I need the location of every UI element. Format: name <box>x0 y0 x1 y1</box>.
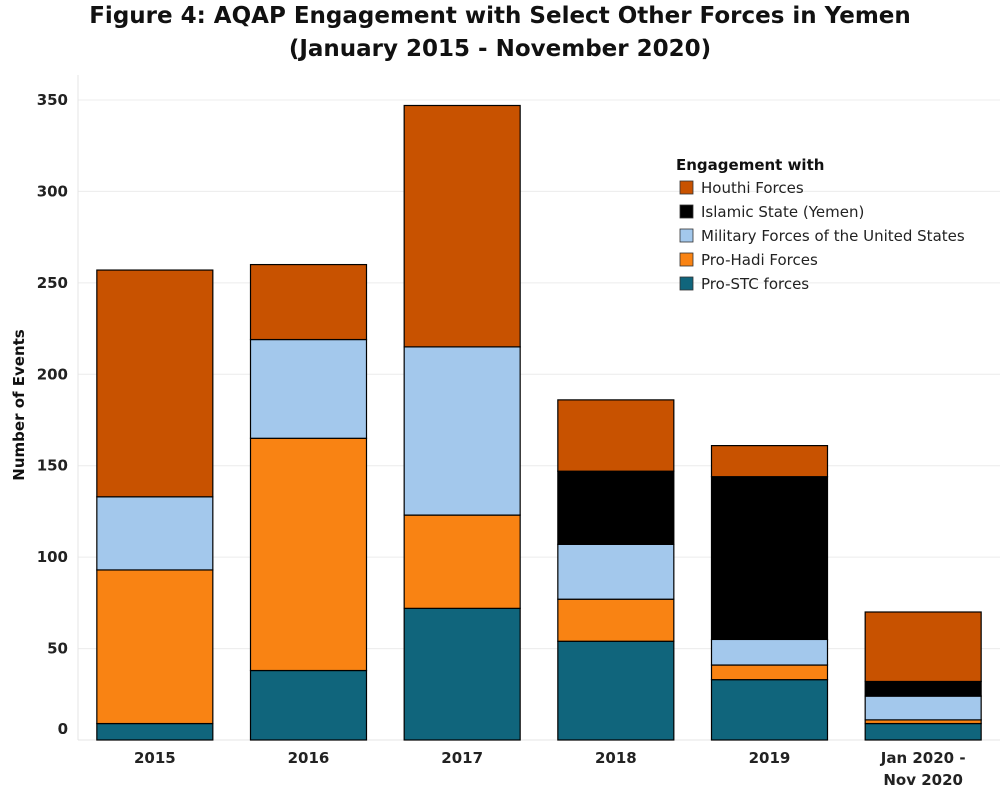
bar-segment <box>710 476 829 641</box>
y-tick-label: 150 <box>37 457 68 475</box>
bar-segment <box>96 722 214 741</box>
x-tick-label: 2016 <box>288 749 330 767</box>
bar-segment <box>403 514 521 609</box>
bar-segment <box>249 263 368 341</box>
chart-title-main: Figure 4: AQAP Engagement with Select Ot… <box>89 3 911 29</box>
bar-segment <box>249 338 368 439</box>
bar-segment <box>249 669 368 741</box>
y-tick-label: 250 <box>37 274 68 292</box>
bar-segment <box>96 569 214 725</box>
y-axis-label: Number of Events <box>10 329 28 480</box>
x-tick-label: Jan 2020 - <box>880 749 966 767</box>
bar-segment <box>864 695 982 721</box>
x-tick-label: 2019 <box>749 749 791 767</box>
bar-segment <box>710 445 829 478</box>
bar-segment <box>557 640 675 741</box>
x-tick-label: 2015 <box>134 749 176 767</box>
chart-title: Figure 4: AQAP Engagement with Select Ot… <box>0 0 1000 66</box>
legend-label: Military Forces of the United States <box>701 227 965 245</box>
chart-subtitle: (January 2015 - November 2020) <box>288 36 712 62</box>
y-tick-label: 50 <box>47 640 68 658</box>
bar-segment <box>403 607 521 741</box>
bar-segment <box>557 470 675 545</box>
legend-label: Islamic State (Yemen) <box>701 203 864 221</box>
legend-swatch <box>679 276 694 291</box>
bar-segment <box>557 543 675 600</box>
bar-segment <box>710 664 829 681</box>
legend-title: Engagement with <box>676 156 824 174</box>
legend-swatch <box>679 180 694 195</box>
bar-segment <box>403 346 521 516</box>
y-tick-label: 200 <box>37 365 68 383</box>
bar-segment <box>864 680 982 697</box>
y-tick-label: 350 <box>37 91 68 109</box>
legend-swatch <box>679 204 694 219</box>
x-tick-label: Nov 2020 <box>883 771 963 789</box>
bar-segment <box>710 638 829 666</box>
bar-segment <box>403 104 521 348</box>
bar-segment <box>96 496 214 571</box>
y-tick-label: 300 <box>37 182 68 200</box>
y-tick-label: 0 <box>58 720 68 738</box>
y-tick-label: 100 <box>37 548 68 566</box>
bar-segment <box>710 679 829 741</box>
bar-segment <box>96 269 214 498</box>
bar-segment <box>557 399 675 472</box>
x-tick-label: 2018 <box>595 749 637 767</box>
legend-label: Houthi Forces <box>701 179 804 197</box>
bar-segment <box>249 437 368 672</box>
legend-label: Pro-Hadi Forces <box>701 251 818 269</box>
legend-swatch <box>679 252 694 267</box>
bar-segment <box>557 598 675 642</box>
legend-swatch <box>679 228 694 243</box>
bar-segment <box>864 611 982 683</box>
x-tick-label: 2017 <box>441 749 483 767</box>
legend-label: Pro-STC forces <box>701 275 809 293</box>
bar-segment <box>864 722 982 741</box>
